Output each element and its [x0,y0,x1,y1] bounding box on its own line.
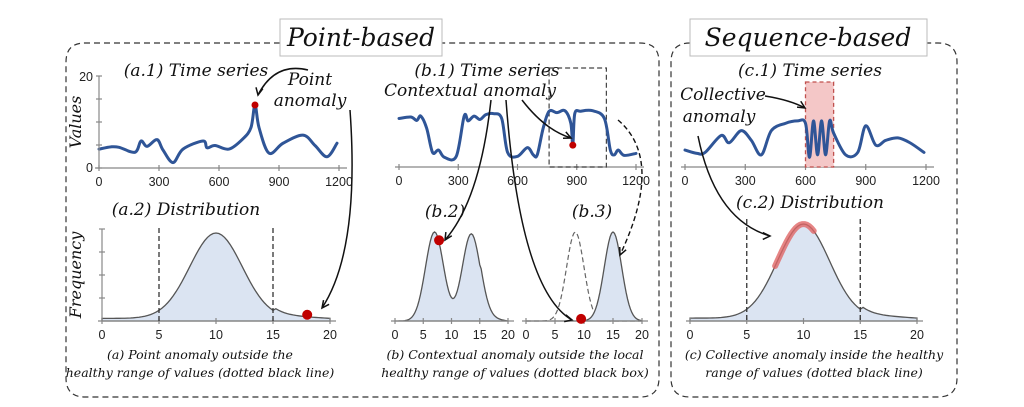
a1-ytick-20: 20 [79,70,93,84]
contextual-anomaly-label: Contextual anomaly [384,81,556,101]
b3-distribution-area [526,231,643,322]
a1-xtick-label: 1200 [325,175,353,189]
sequence-based-frame [670,42,958,398]
caption-a-line1: (a) Point anomaly outside the [107,347,293,362]
contextual-arrow-b3 [505,99,573,321]
c2-xtick-label: 5 [743,328,750,342]
c1-xtick-label: 0 [682,174,689,188]
a2-xtick-label: 20 [323,328,337,342]
arrowhead [564,314,574,323]
context-window-arrow [617,119,643,256]
b2-xtick-label: 15 [473,328,487,342]
contextual-arrow-ts [521,99,572,139]
a1-anomaly-point [251,101,259,109]
a1-xtick-label: 600 [209,175,230,189]
b1-context-window [548,67,607,168]
point-based-title: Point-based [286,23,435,52]
b1-xtick-label: 0 [396,174,403,188]
b3-xtick-label: 0 [523,328,530,342]
a1-xtick-label: 300 [149,175,170,189]
caption-b-line1: (b) Contextual anomaly outside the local [386,347,643,362]
b2-distribution-area [394,231,509,322]
frequency-axis-label: Frequency [66,231,85,320]
b1-xtick-label: 1200 [622,174,650,188]
b2-xtick-label: 5 [420,328,427,342]
point-anomaly-label-1: Point [287,70,332,90]
caption-a-line2: healthy range of values (dotted black li… [66,365,335,380]
b3-title: (b.3) [572,202,612,222]
c2-collective-highlight [772,221,817,269]
sequence-based-title-box [689,18,928,57]
contextual-arrow-b2 [444,99,492,241]
point-anomaly-arrow-dist [321,109,353,309]
c2-xtick-label: 10 [797,328,811,342]
caption-c-line1: (c) Collective anomaly inside the health… [685,347,944,362]
point-based-title-box [279,18,443,57]
a2-xtick-label: 10 [209,328,223,342]
b3-xtick-label: 5 [552,328,559,342]
arrowhead [320,300,330,310]
arrowhead [618,246,627,257]
a1-title: (a.1) Time series [124,61,269,81]
a1-ytick-0: 0 [86,161,93,175]
c1-xtick-label: 600 [795,174,816,188]
point-anomaly-arrow-ts [257,67,309,96]
values-axis-label: Values [66,96,85,149]
point-anomaly-label-2: anomaly [274,91,347,111]
arrowhead [762,231,772,241]
b2-xtick-label: 20 [501,328,515,342]
b2-anomaly-point [434,235,445,246]
a2-xtick-label: 5 [156,328,163,342]
a2-xtick-label: 0 [99,328,106,342]
a2-title: (a.2) Distribution [112,200,261,220]
a1-xtick-label: 0 [96,175,103,189]
c2-title: (c.2) Distribution [736,193,884,213]
a2-anomaly-point [302,309,313,320]
b3-anomaly-point [576,313,587,324]
b3-xtick-label: 15 [606,328,620,342]
c1-xtick-label: 1200 [912,174,940,188]
b1-xtick-label: 600 [507,174,528,188]
caption-b-line2: healthy range of values (dotted black bo… [381,365,649,380]
b2-xtick-label: 0 [392,328,399,342]
arrowhead [444,231,453,242]
b1-series-line [397,108,638,162]
collective-arrow-ts [764,95,806,109]
a1-xtick-label: 900 [269,175,290,189]
sequence-based-title: Sequence-based [705,23,912,52]
c1-series-line [683,118,926,159]
c1-title: (c.1) Time series [738,61,882,81]
a2-distribution-area [101,232,331,322]
arrowhead [562,131,573,140]
b1-xtick-label: 300 [448,174,469,188]
caption-c-line2: range of values (dotted black line) [705,365,923,380]
b2-title: (b.2) [425,202,465,222]
arrowhead [255,87,264,97]
b1-anomaly-point [569,141,577,149]
arrowhead [796,100,807,109]
c2-xtick-label: 15 [853,328,867,342]
b1-title: (b.1) Time series [414,61,560,81]
c2-xtick-label: 20 [910,328,924,342]
collective-arrow-dist [697,135,771,237]
b1-xtick-label: 900 [566,174,587,188]
c2-xtick-label: 0 [687,328,694,342]
b3-xtick-label: 20 [635,328,649,342]
b3-xtick-label: 10 [577,328,591,342]
collective-anomaly-label-1: Collective [680,85,766,105]
collective-anomaly-label-2: anomaly [683,107,756,127]
a1-series-line [97,103,339,165]
a2-xtick-label: 15 [266,328,280,342]
c1-xtick-label: 300 [735,174,756,188]
point-based-frame [65,42,660,398]
c2-distribution-area [689,223,918,322]
c1-xtick-label: 900 [855,174,876,188]
b2-xtick-label: 10 [445,328,459,342]
